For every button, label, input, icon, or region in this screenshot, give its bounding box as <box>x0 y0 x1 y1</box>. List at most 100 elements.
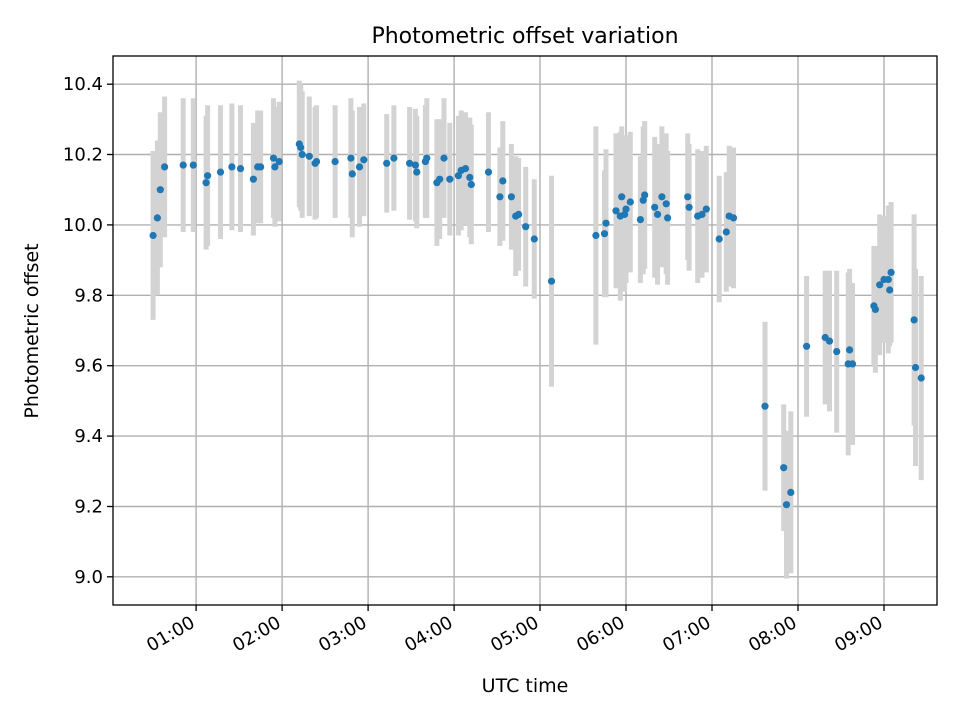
data-point <box>446 175 454 183</box>
y-tick-label: 9.0 <box>74 567 103 588</box>
data-point <box>729 214 738 222</box>
grid <box>113 56 937 605</box>
data-point <box>651 203 659 211</box>
data-point <box>461 165 470 173</box>
x-tick-label: 06:00 <box>573 612 628 656</box>
data-point <box>622 205 630 213</box>
data-point <box>626 198 634 206</box>
data-point <box>887 268 895 276</box>
y-tick-label: 10.4 <box>63 74 103 95</box>
data-point <box>275 158 283 166</box>
data-point <box>454 172 462 180</box>
data-point <box>436 175 444 183</box>
data-point <box>149 231 157 240</box>
data-point <box>761 402 769 410</box>
data-point <box>484 168 493 176</box>
data-point <box>702 205 710 213</box>
data-point <box>780 464 788 472</box>
y-tick-label: 9.6 <box>74 356 103 377</box>
data-point <box>507 193 515 201</box>
data-point <box>636 216 645 224</box>
data-point <box>547 277 556 285</box>
data-point <box>331 158 339 166</box>
data-point <box>787 488 795 496</box>
data-point <box>684 193 692 201</box>
data-point <box>413 168 421 176</box>
data-point <box>782 501 791 509</box>
data-point <box>466 173 474 181</box>
data-point <box>876 281 884 289</box>
data-point <box>161 163 169 171</box>
data-point <box>715 235 723 243</box>
x-tick-label: 07:00 <box>659 612 714 656</box>
data-point <box>664 214 672 222</box>
data-point <box>600 230 609 238</box>
plot-frame <box>112 55 938 606</box>
data-point <box>825 337 834 345</box>
data-point <box>917 374 925 382</box>
data-point <box>411 161 419 169</box>
y-axis-ticks: 9.0 9.2 9.4 9.6 9.8 10.0 10.2 10.4 <box>63 74 113 588</box>
error-bars <box>150 80 924 579</box>
data-point <box>499 177 507 185</box>
data-point <box>179 161 187 169</box>
data-point <box>515 210 523 218</box>
data-point <box>871 305 880 313</box>
data-point <box>886 286 894 294</box>
data-points <box>149 140 925 509</box>
x-tick-label: 04:00 <box>401 612 456 656</box>
data-point <box>641 191 649 199</box>
data-point <box>271 163 279 171</box>
data-point <box>602 219 610 227</box>
data-point <box>496 193 504 201</box>
data-point <box>910 316 918 324</box>
data-point <box>592 231 600 240</box>
data-point <box>257 163 265 171</box>
data-point <box>347 154 355 162</box>
data-point <box>348 170 356 178</box>
x-tick-label: 05:00 <box>487 612 542 656</box>
data-point <box>698 210 706 218</box>
data-point <box>202 179 210 187</box>
y-tick-label: 10.2 <box>63 145 103 166</box>
data-point <box>662 200 670 208</box>
data-point <box>522 223 530 231</box>
data-point <box>848 360 857 368</box>
data-point <box>884 275 892 284</box>
data-point <box>467 180 475 189</box>
y-tick-label: 9.8 <box>74 285 103 306</box>
data-point <box>383 159 391 167</box>
data-point <box>685 203 693 211</box>
data-point <box>406 159 414 167</box>
chart-title: Photometric offset variation <box>371 24 678 49</box>
y-tick-label: 10.0 <box>63 215 103 236</box>
y-tick-label: 9.2 <box>74 497 103 518</box>
data-point <box>833 348 841 356</box>
y-tick-label: 9.4 <box>74 426 103 447</box>
data-point <box>269 154 278 162</box>
x-axis-label: UTC time <box>482 675 569 697</box>
x-tick-label: 03:00 <box>315 612 370 656</box>
y-axis-label: Photometric offset <box>21 243 43 418</box>
data-point <box>216 168 225 176</box>
data-point <box>189 161 197 169</box>
data-point <box>423 154 431 162</box>
data-point <box>228 163 236 171</box>
data-point <box>156 186 164 194</box>
data-point <box>618 193 626 201</box>
x-tick-label: 01:00 <box>143 612 198 656</box>
data-point <box>355 163 364 171</box>
data-point <box>153 214 161 222</box>
data-point <box>305 152 313 160</box>
data-point <box>846 346 854 354</box>
data-point <box>722 228 730 236</box>
data-point <box>658 193 666 201</box>
data-point <box>298 150 306 159</box>
data-point <box>249 175 257 183</box>
x-axis-ticks: 01:00 02:00 03:00 04:00 05:00 06:00 07:00 08:00… <box>143 605 887 656</box>
data-point <box>312 158 321 166</box>
data-point <box>360 156 368 164</box>
data-point <box>297 143 305 152</box>
data-point <box>440 154 448 162</box>
